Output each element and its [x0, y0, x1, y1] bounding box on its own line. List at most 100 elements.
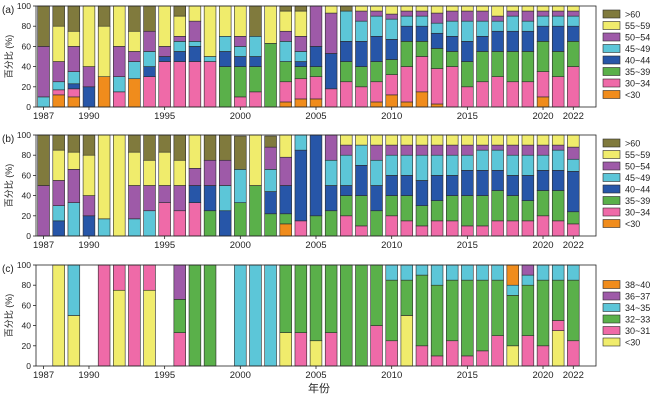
legend-entry: <30 [625, 219, 640, 229]
bar-segment [506, 134, 519, 146]
bar-segment [52, 180, 65, 206]
bar-segment [400, 10, 414, 17]
x-tick-label: 2020 [532, 370, 553, 381]
bar-segment [521, 30, 535, 52]
bar-segment [113, 289, 126, 367]
bar-segment [491, 279, 504, 336]
bar-segment [173, 332, 186, 367]
x-tick-label: 2020 [532, 111, 553, 122]
bar-segment [446, 134, 459, 146]
bar-segment [430, 68, 444, 105]
legend-swatch [602, 207, 621, 217]
bar-segment [430, 200, 444, 222]
bar-segment [67, 151, 81, 170]
bar-segment [400, 134, 414, 146]
bar-segment [506, 284, 519, 296]
bar-segment [415, 134, 429, 146]
bar-segment [173, 159, 186, 186]
legend-swatch [602, 280, 621, 289]
x-tick-label: 2005 [305, 111, 326, 122]
bar-segment [324, 134, 338, 161]
panel-label: (b) [2, 134, 14, 145]
bar-segment [128, 61, 141, 80]
bar-segment [415, 274, 429, 347]
bar-segment [264, 135, 277, 148]
bar-segment [415, 25, 429, 42]
bar-segment [173, 5, 186, 17]
bar-segment [355, 264, 368, 367]
x-tick-label: 2020 [532, 240, 553, 251]
bar-segment [294, 5, 308, 12]
bar-segment [279, 30, 292, 42]
y-tick-label: 100 [17, 1, 31, 11]
bar-segment [551, 76, 565, 108]
bar-segment [536, 71, 550, 98]
bar-segment [567, 211, 580, 225]
y-tick-label: 0 [26, 361, 31, 371]
x-tick-label: 2000 [230, 370, 251, 381]
bar-segment [67, 202, 81, 237]
bar-segment [188, 202, 202, 237]
x-tick-label: 1987 [33, 111, 54, 122]
bar-segment [113, 46, 126, 78]
x-tick-label: 2000 [230, 111, 251, 122]
bar-segment [355, 144, 368, 166]
bar-segment [234, 35, 247, 47]
legend-swatch [602, 337, 621, 347]
bar-segment [446, 340, 459, 367]
panel-label: (c) [2, 264, 14, 275]
legend-entry: 30~31 [625, 326, 650, 336]
bar-segment [491, 149, 504, 171]
bar-segment [385, 175, 398, 196]
bar-segment [430, 144, 444, 156]
bar-segment [370, 210, 383, 237]
bar-segment [370, 10, 383, 17]
bar-segment [52, 25, 65, 62]
bar-segment [476, 195, 489, 227]
bar-segment [536, 144, 550, 156]
bar-segment [446, 66, 459, 108]
y-tick-label: 60 [22, 170, 32, 180]
bar-segment [521, 10, 535, 22]
bar-segment [355, 41, 368, 67]
bar-segment [173, 41, 186, 52]
x-tick-label: 1987 [33, 240, 54, 251]
bar-segment [430, 32, 444, 49]
legend-entry: 45~49 [625, 173, 650, 183]
bar-segment [551, 279, 565, 321]
bar-segment [188, 61, 202, 108]
bar-segment [476, 264, 489, 281]
bar-segment [521, 20, 535, 32]
x-tick-label: 1987 [33, 370, 54, 381]
legend-entry: 38~40 [625, 280, 650, 290]
bar-segment [521, 274, 535, 286]
bar-segment [234, 202, 247, 237]
bar-segment [536, 134, 550, 146]
x-tick-label: 2015 [457, 370, 478, 381]
bar-segment [370, 35, 383, 62]
bar-segment [385, 154, 398, 176]
bar-segment [234, 46, 247, 57]
bar-segment [385, 18, 398, 40]
bar-segment [415, 5, 429, 12]
bar-segment [370, 144, 383, 161]
bar-segment [128, 264, 141, 367]
bar-segment [521, 154, 535, 176]
bar-segment [536, 279, 550, 347]
bar-segment [521, 335, 535, 367]
bar-segment [234, 56, 247, 67]
bar-segment [430, 355, 444, 367]
bar-segment [461, 355, 474, 367]
y-axis-label: 百分比 (%) [3, 294, 14, 338]
bar-segment [355, 66, 368, 88]
bar-segment [113, 76, 126, 93]
bar-segment [249, 134, 262, 186]
bar-segment [279, 332, 292, 367]
bar-segment [506, 195, 519, 222]
bar-segment [551, 5, 565, 12]
bar-segment [52, 205, 65, 222]
bar-segment [461, 170, 474, 196]
bar-segment [461, 86, 474, 108]
bar-segment [536, 170, 550, 191]
bar-segment [506, 154, 519, 176]
